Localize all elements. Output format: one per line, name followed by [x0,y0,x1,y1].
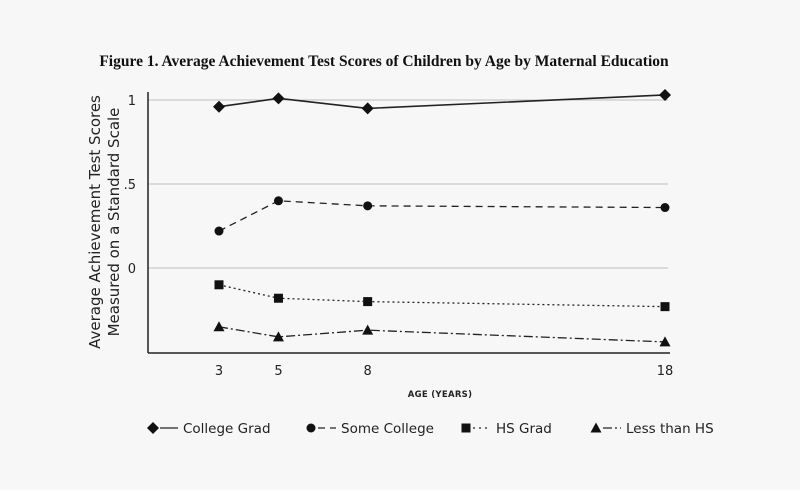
data-point [272,92,285,105]
data-point [660,302,670,312]
legend-item: HS Grad [461,421,552,437]
y-ticks: 1.50 [124,94,136,277]
y-axis-label-line-2: Measured on a Standard Scale [105,108,123,337]
y-tick-label: 0 [128,262,136,277]
series-1 [213,88,671,115]
legend-label: College Grad [183,421,271,437]
data-point [273,293,283,303]
data-point [363,201,373,211]
data-point [272,331,284,342]
legend-label: HS Grad [496,421,552,437]
legend-marker [590,422,602,433]
legend: College Grad Some College HS Grad Less than… [147,421,714,437]
data-point [213,321,225,332]
data-point [273,196,283,206]
data-point [361,102,374,115]
axes [147,92,670,354]
series-4 [213,321,671,347]
legend-marker [461,423,471,433]
series-group [213,88,671,347]
x-tick-label: 5 [274,364,282,379]
y-tick-label: .5 [124,178,136,193]
series-3 [214,280,670,312]
legend-marker [147,422,159,434]
series-line [218,94,666,110]
data-point [660,203,670,213]
legend-item: College Grad [147,421,271,437]
chart-title: Figure 1. Average Achievement Test Score… [99,53,669,70]
data-point [659,88,671,101]
x-tick-label: 18 [657,364,674,379]
series-line [218,200,666,232]
x-axis-label: AGE (YEARS) [408,390,473,400]
data-point [214,280,224,290]
data-point [659,336,671,347]
data-point [363,297,373,307]
data-point [214,226,224,236]
y-tick-label: 1 [128,94,136,109]
data-point [362,324,374,335]
legend-marker [306,423,316,433]
legend-label: Some College [341,421,434,437]
legend-item: Some College [306,421,434,437]
series-line [218,284,666,308]
data-point [213,100,225,113]
legend-label: Less than HS [626,421,714,437]
series-line [218,326,666,343]
grid [148,99,668,269]
legend-item: Less than HS [590,421,714,437]
x-ticks: 3 5 8 18 [215,364,673,379]
y-axis-label-line-1: Average Achievement Test Scores [86,95,104,349]
series-2 [214,196,670,236]
x-tick-label: 8 [364,364,372,379]
x-tick-label: 3 [215,364,223,379]
